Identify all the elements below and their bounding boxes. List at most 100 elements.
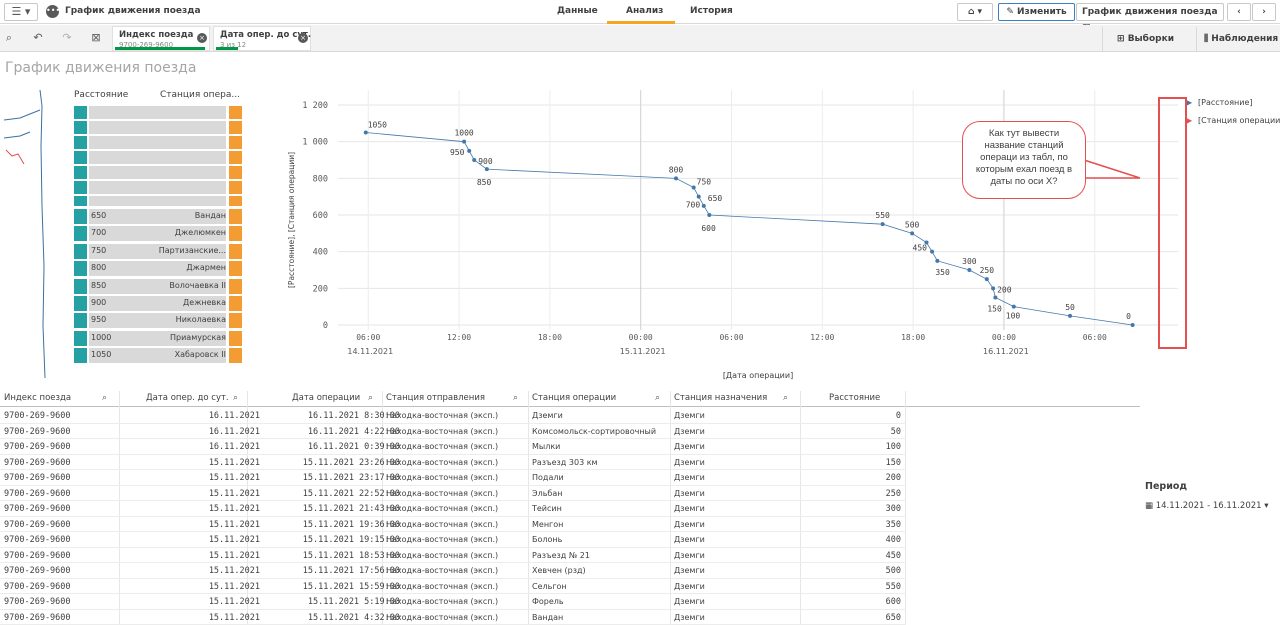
- left-panel-empty-cell[interactable]: [74, 196, 87, 206]
- smart-search-icon[interactable]: ⌕: [5, 31, 13, 44]
- left-panel-row[interactable]: 650 Вандан: [74, 209, 244, 224]
- selection-chip-op-date[interactable]: Дата опер. до сут. 3 из 12 ×: [213, 26, 311, 51]
- left-panel-row[interactable]: 1000 Приамурская: [74, 330, 244, 346]
- next-sheet-button[interactable]: ›: [1252, 3, 1276, 21]
- app-title: График движения поезда: [65, 6, 201, 16]
- left-panel-empty-cell[interactable]: [229, 196, 242, 206]
- table-row[interactable]: 9700-269-9600 15.11.2021 15.11.2021 21:43:…: [0, 501, 906, 517]
- left-panel-empty-cell[interactable]: [229, 181, 242, 194]
- table-row[interactable]: 9700-269-9600 15.11.2021 15.11.2021 23:26:…: [0, 455, 906, 470]
- table-row[interactable]: 9700-269-9600 15.11.2021 15.11.2021 17:56:…: [0, 563, 906, 579]
- col-header-dep-station[interactable]: Станция отправления: [386, 393, 485, 403]
- tab-history[interactable]: История: [690, 6, 733, 16]
- table-row[interactable]: 9700-269-9600 15.11.2021 15.11.2021 22:52:…: [0, 486, 906, 501]
- table-row[interactable]: 9700-269-9600 15.11.2021 15.11.2021 4:32:0…: [0, 610, 906, 625]
- left-panel-empty-cell[interactable]: [74, 121, 87, 134]
- table-row[interactable]: 9700-269-9600 15.11.2021 15.11.2021 23:17:…: [0, 470, 906, 486]
- table-row[interactable]: 9700-269-9600 15.11.2021 15.11.2021 19:15:…: [0, 532, 906, 548]
- station-swatch: [229, 243, 242, 259]
- close-icon[interactable]: ×: [197, 33, 207, 43]
- left-panel-empty-cell[interactable]: [89, 121, 226, 134]
- col-header-op-station[interactable]: Станция операции: [532, 393, 617, 403]
- hamburger-menu-button[interactable]: ☰ ▾: [4, 3, 38, 21]
- cell-op-station: Дземги: [532, 411, 563, 420]
- table-row[interactable]: 9700-269-9600 15.11.2021 15.11.2021 18:53:…: [0, 548, 906, 563]
- col-header-distance[interactable]: Расстояние: [829, 393, 881, 403]
- left-panel-empty-cell[interactable]: [74, 151, 87, 164]
- clear-all-icon[interactable]: ⊠: [91, 31, 101, 44]
- search-icon[interactable]: ⌕: [655, 393, 661, 403]
- left-panel-empty-cell[interactable]: [74, 106, 87, 119]
- insights-icon: ⫼: [1204, 34, 1212, 44]
- table-row[interactable]: 9700-269-9600 16.11.2021 16.11.2021 4:22:0…: [0, 424, 906, 439]
- tab-data[interactable]: Данные: [557, 6, 598, 16]
- step-back-icon[interactable]: ↶: [33, 31, 43, 44]
- left-panel-row[interactable]: 850 Волочаевка II: [74, 278, 244, 294]
- left-panel-empty-cell[interactable]: [229, 166, 242, 179]
- edit-button-label: Изменить: [1017, 7, 1067, 17]
- table-row[interactable]: 9700-269-9600 15.11.2021 15.11.2021 19:36:…: [0, 517, 906, 532]
- selections-panel-button[interactable]: ⊞ Выборки: [1102, 27, 1194, 51]
- table-row[interactable]: 9700-269-9600 15.11.2021 15.11.2021 15:59:…: [0, 579, 906, 594]
- minichart-line: [39, 89, 46, 379]
- left-panel-empty-cell[interactable]: [89, 136, 226, 149]
- left-panel-row[interactable]: 700 Джелюмкен: [74, 226, 244, 242]
- period-filter[interactable]: ▦ 14.11.2021 - 16.11.2021 ▾: [1145, 501, 1269, 511]
- col-header-dest-station[interactable]: Станция назначения: [674, 393, 768, 403]
- bookmark-button[interactable]: ⌂ ▾: [957, 3, 993, 21]
- col-header-train-index[interactable]: Индекс поезда: [4, 393, 72, 403]
- table-row[interactable]: 9700-269-9600 16.11.2021 16.11.2021 8:30:0…: [0, 408, 906, 424]
- search-icon[interactable]: ⌕: [513, 393, 519, 403]
- table-row[interactable]: 9700-269-9600 16.11.2021 16.11.2021 0:39:0…: [0, 439, 906, 455]
- left-panel-row[interactable]: 950 Николаевка: [74, 313, 244, 329]
- data-label: 550: [875, 211, 890, 220]
- left-panel-row[interactable]: 1050 Хабаровск II: [74, 348, 244, 364]
- left-panel-empty-cell[interactable]: [89, 106, 226, 119]
- left-panel-header-distance: Расстояние: [74, 90, 129, 100]
- close-icon[interactable]: ×: [298, 33, 308, 43]
- left-panel-empty-cell[interactable]: [229, 121, 242, 134]
- step-forward-icon[interactable]: ↷: [62, 31, 72, 44]
- selection-indicator: [115, 47, 205, 50]
- left-panel-row[interactable]: 900 Дежневка: [74, 296, 244, 311]
- cell-dep-station: Находка-восточная (эксп.): [386, 597, 499, 606]
- insights-panel-button[interactable]: ⫼ Наблюдения: [1196, 27, 1280, 51]
- search-icon[interactable]: ⌕: [233, 393, 239, 403]
- left-panel-row[interactable]: 800 Джармен: [74, 261, 244, 277]
- col-header-op-date-day[interactable]: Дата опер. до сут.: [146, 393, 229, 403]
- search-icon[interactable]: ⌕: [783, 393, 789, 403]
- col-header-op-date[interactable]: Дата операции: [292, 393, 361, 403]
- table-row[interactable]: 9700-269-9600 15.11.2021 15.11.2021 5:19:0…: [0, 594, 906, 610]
- left-panel-empty-cell[interactable]: [89, 196, 226, 206]
- left-panel-row[interactable]: 750 Партизанские...: [74, 243, 244, 259]
- search-icon[interactable]: ⌕: [102, 393, 108, 403]
- left-panel-empty-cell[interactable]: [89, 181, 226, 194]
- y-tick-label: 0: [323, 321, 328, 331]
- left-panel-empty-cell[interactable]: [89, 166, 226, 179]
- search-icon[interactable]: ⌕: [368, 393, 374, 403]
- data-point: [467, 148, 472, 153]
- left-panel-empty-cell[interactable]: [229, 106, 242, 119]
- data-label: 250: [980, 266, 995, 275]
- data-label: 700: [686, 201, 701, 210]
- cell-dep-station: Находка-восточная (эксп.): [386, 581, 499, 591]
- left-panel-empty-cell[interactable]: [229, 151, 242, 164]
- edit-button[interactable]: ✎ Изменить: [998, 3, 1075, 21]
- x-tick-label: 18:00: [901, 333, 925, 342]
- x-date-label: 15.11.2021: [620, 347, 666, 356]
- left-panel-empty-cell[interactable]: [229, 136, 242, 149]
- cell-train-index: 9700-269-9600: [4, 442, 71, 452]
- sheet-selector[interactable]: График движения поезда ▦ ▾: [1076, 3, 1224, 33]
- column-divider: [670, 391, 671, 625]
- prev-sheet-button[interactable]: ‹: [1227, 3, 1251, 21]
- selection-chip-train-index[interactable]: Индекс поезда 9700-269-9600 ×: [112, 26, 210, 51]
- tab-analysis[interactable]: Анализ: [626, 6, 664, 16]
- cell-dest-station: Дземги: [674, 504, 705, 513]
- left-panel-empty-cell[interactable]: [74, 136, 87, 149]
- left-panel-empty-cell[interactable]: [89, 151, 226, 164]
- cell-op-date: 16.11.2021 0:39:00: [307, 442, 400, 452]
- cell-train-index: 9700-269-9600: [4, 597, 71, 607]
- left-panel-empty-cell[interactable]: [74, 181, 87, 194]
- left-panel-empty-cell[interactable]: [74, 166, 87, 179]
- selection-indicator: [216, 47, 238, 50]
